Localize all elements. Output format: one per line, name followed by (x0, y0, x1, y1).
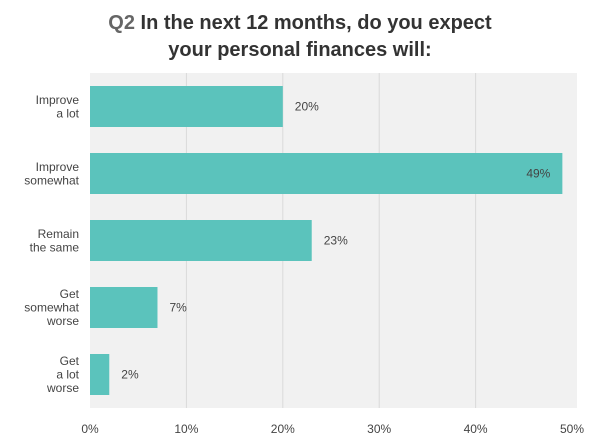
category-label: Improve a lot (36, 93, 80, 121)
category-label-line: Get (60, 354, 80, 368)
value-label: 23% (324, 234, 348, 248)
category-label-line: somewhat (24, 173, 79, 187)
bar (90, 220, 312, 261)
category-label-line: worse (46, 314, 79, 328)
category-label: Get a lot worse (46, 354, 80, 395)
x-tick-label: 10% (174, 422, 198, 436)
x-tick-label: 0% (81, 422, 99, 436)
value-label: 2% (121, 368, 139, 382)
bar (90, 354, 110, 395)
category-label: Get somewhat worse (24, 287, 79, 328)
category-label: Remain the same (30, 227, 80, 255)
title-line1: In the next 12 months, do you expect (140, 12, 492, 34)
x-tick-label: 50% (560, 422, 584, 436)
bar (90, 287, 158, 328)
title-prefix: Q2 (108, 12, 135, 34)
category-label-line: somewhat (24, 301, 79, 315)
chart-title: Q2 In the next 12 months, do you expect … (0, 10, 600, 64)
category-label-line: the same (30, 240, 80, 254)
category-label-line: Improve (36, 93, 80, 107)
x-tick-label: 30% (367, 422, 391, 436)
x-tick-label: 40% (464, 422, 488, 436)
x-tick-label: 20% (271, 422, 295, 436)
category-label-line: a lot (56, 368, 79, 382)
bar (90, 86, 283, 127)
category-label-line: a lot (56, 106, 79, 120)
value-label: 49% (526, 167, 550, 181)
category-label-line: worse (46, 381, 79, 395)
category-label-line: Improve (36, 160, 80, 174)
title-line2: your personal finances will: (168, 39, 432, 61)
value-label: 7% (169, 301, 187, 315)
category-label: Improve somewhat (24, 160, 79, 188)
value-label: 20% (295, 100, 319, 114)
category-label-line: Remain (38, 227, 79, 241)
category-label-line: Get (60, 287, 80, 301)
bar (90, 153, 563, 194)
